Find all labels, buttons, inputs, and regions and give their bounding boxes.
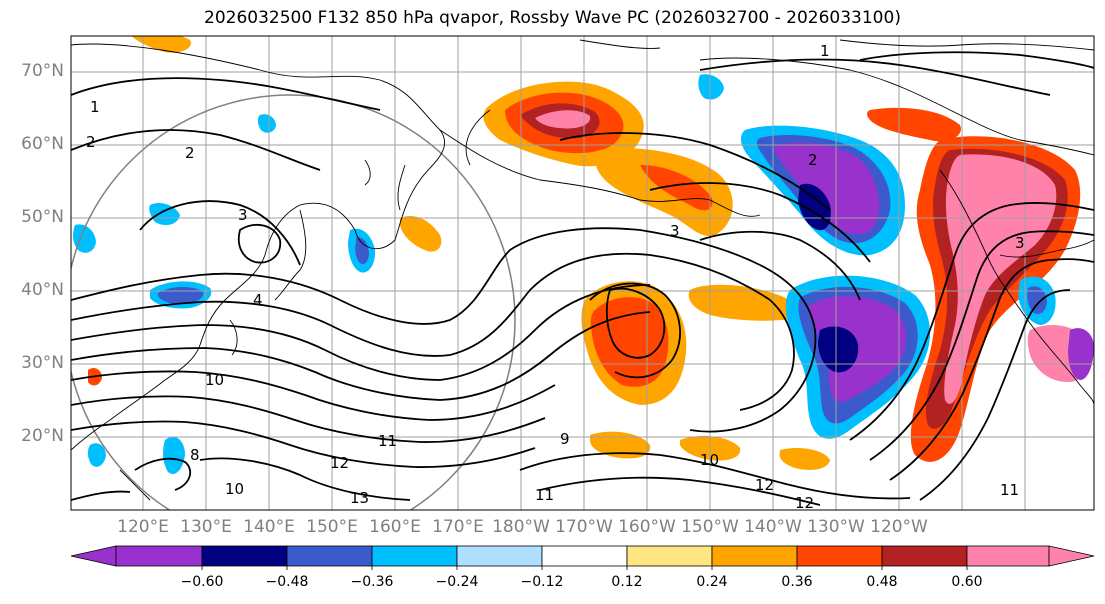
negative-anomaly-fields — [73, 74, 1094, 475]
colorbar-segment — [796, 545, 883, 567]
lat-label-40n: 40°N — [21, 280, 64, 300]
colorbar-segment — [456, 545, 543, 567]
map-title: 2026032500 F132 850 hPa qvapor, Rossby W… — [204, 8, 901, 28]
colorbar-tick-label: −0.24 — [435, 574, 479, 590]
colorbar — [70, 545, 1095, 570]
colorbar-segment — [115, 545, 203, 567]
lon-label-130w: 130°W — [807, 517, 865, 537]
contour-label: 1 — [90, 98, 100, 116]
contour-label: 13 — [350, 489, 369, 507]
lat-label-50n: 50°N — [21, 207, 64, 227]
contour-labels: 1 1 2 2 2 3 3 3 4 10 10 10 11 11 12 12 1… — [86, 42, 1025, 512]
colorbar-segment — [286, 545, 373, 567]
colorbar-low-extension — [70, 545, 117, 567]
colorbar-tick-label: −0.12 — [520, 574, 564, 590]
contour-label: 2 — [86, 133, 96, 151]
colorbar-tick-label: 0.12 — [611, 574, 643, 590]
colorbar-segment — [201, 545, 288, 567]
colorbar-segment — [541, 545, 628, 567]
contour-label: 3 — [670, 222, 680, 240]
colorbar-tick-label: −0.60 — [180, 574, 224, 590]
colorbar-segment — [711, 545, 798, 567]
lat-label-20n: 20°N — [21, 426, 64, 446]
colorbar-tick-label: −0.48 — [265, 574, 309, 590]
contour-label: 12 — [755, 476, 774, 494]
colorbar-tick-label: −0.36 — [350, 574, 394, 590]
contour-label: 11 — [1000, 481, 1019, 499]
contour-label: 2 — [808, 151, 818, 169]
colorbar-tick-label: 0.48 — [866, 574, 898, 590]
contour-label: 10 — [205, 371, 224, 389]
contour-label: 12 — [330, 454, 349, 472]
contour-label: 12 — [795, 494, 814, 512]
reference-circle — [71, 94, 516, 510]
colorbar-segment — [626, 545, 713, 567]
lon-label-160w: 160°W — [618, 517, 676, 537]
lon-label-140e: 140°E — [243, 517, 295, 537]
contour-label: 8 — [190, 446, 200, 464]
lat-label-30n: 30°N — [21, 353, 64, 373]
lon-label-120w: 120°W — [870, 517, 928, 537]
lon-label-170e: 170°E — [432, 517, 484, 537]
contour-label: 11 — [535, 486, 554, 504]
contour-label: 2 — [185, 144, 195, 162]
colorbar-high-extension — [1048, 545, 1095, 567]
lon-label-150w: 150°W — [681, 517, 739, 537]
contour-label: 11 — [378, 432, 397, 450]
colorbar-tick-label: 0.24 — [696, 574, 728, 590]
colorbar-segment — [966, 545, 1050, 567]
lat-label-70n: 70°N — [21, 61, 64, 81]
contour-label: 1 — [820, 42, 830, 60]
contour-label: 3 — [1015, 234, 1025, 252]
lat-label-60n: 60°N — [21, 134, 64, 154]
contour-label: 10 — [225, 480, 244, 498]
positive-anomaly-fields — [88, 36, 1092, 470]
contour-lines — [71, 51, 1094, 506]
contour-label: 10 — [700, 451, 719, 469]
lon-label-150e: 150°E — [306, 517, 358, 537]
lon-label-160e: 160°E — [369, 517, 421, 537]
contour-label: 9 — [560, 430, 570, 448]
colorbar-segment — [881, 545, 968, 567]
contour-label: 4 — [253, 291, 263, 309]
colorbar-segment — [371, 545, 458, 567]
lon-label-180w: 180°W — [492, 517, 550, 537]
lon-label-120e: 120°E — [117, 517, 169, 537]
colorbar-tick-label: 0.60 — [951, 574, 983, 590]
lon-label-130e: 130°E — [180, 517, 232, 537]
lon-label-170w: 170°W — [555, 517, 613, 537]
lon-label-140w: 140°W — [744, 517, 802, 537]
colorbar-tick-label: 0.36 — [781, 574, 813, 590]
contour-label: 3 — [238, 206, 248, 224]
